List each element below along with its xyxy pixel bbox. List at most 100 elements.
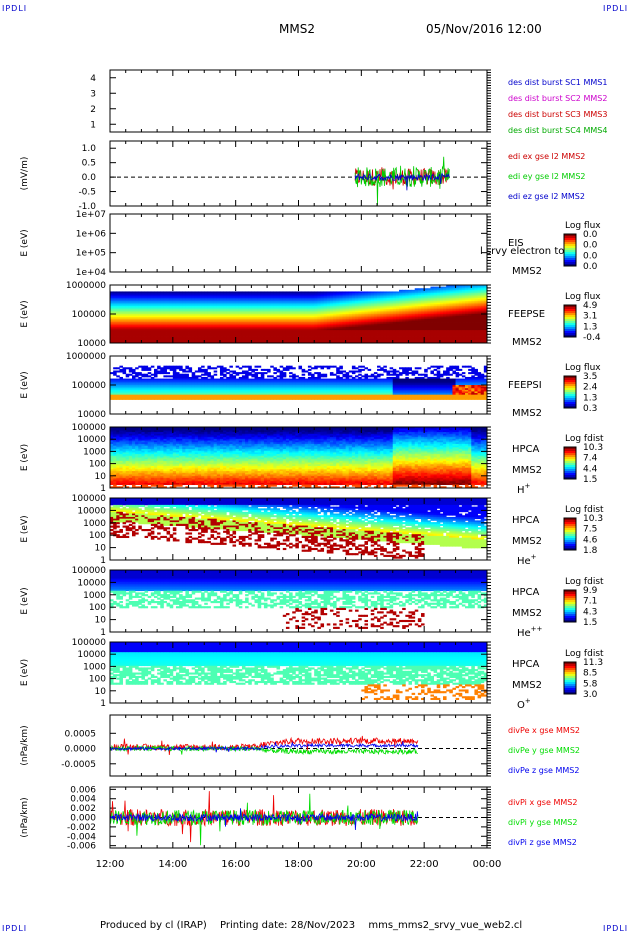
spectrogram-cell <box>147 397 152 400</box>
spectrogram-cell <box>185 322 189 325</box>
spectrogram-cell <box>263 291 268 294</box>
spectrogram-cell <box>169 296 174 299</box>
spectrogram-cell <box>141 334 145 337</box>
spectrogram-cell <box>263 333 268 336</box>
spectrogram-cell <box>144 333 149 336</box>
spectrogram-cell <box>257 338 262 341</box>
spectrogram-cell <box>191 334 196 337</box>
spectrogram-cell <box>254 301 259 304</box>
spectrogram-cell <box>201 334 205 337</box>
spectrogram-cell <box>160 325 164 328</box>
spectrogram-cell <box>197 310 202 313</box>
spectrogram-cell <box>210 315 215 318</box>
spectrogram-cell <box>248 299 252 302</box>
spectrogram-cell <box>182 314 186 317</box>
spectrogram-cell <box>201 302 205 305</box>
corner-label-bottom-right: IPDLI <box>603 924 629 933</box>
spectrogram-cell <box>276 328 281 331</box>
spectrogram-cell <box>254 325 259 328</box>
spectrogram-cell <box>122 341 127 344</box>
spectrogram-cell <box>119 317 123 320</box>
spectrogram-cell <box>179 309 183 312</box>
spectrogram-cell <box>216 339 221 342</box>
spectrogram-cell <box>160 304 164 307</box>
spectrogram-cell <box>138 309 142 312</box>
spectrogram-cell <box>179 297 183 300</box>
spectrogram-cell <box>191 317 196 320</box>
y-tick-label: 0.0 <box>82 173 97 183</box>
spectrogram-cell <box>254 334 259 337</box>
spectrogram-cell <box>135 314 139 317</box>
spectrogram-cell <box>210 341 215 344</box>
spectrogram-cell <box>232 317 237 320</box>
spectrogram-cell <box>147 314 152 317</box>
spectrogram-cell <box>182 334 186 337</box>
spectrogram-cell <box>131 322 136 325</box>
spectrogram-cell <box>204 296 208 299</box>
spectrogram-cell <box>141 294 145 297</box>
spectrogram-cell <box>191 299 196 302</box>
spectrogram-cell <box>191 330 196 333</box>
spectrogram-cell <box>267 320 271 323</box>
spectrogram-cell <box>213 318 218 321</box>
spectrogram-cell <box>131 328 136 331</box>
spectrogram-cell <box>135 339 139 342</box>
spectrogram-cell <box>125 291 130 294</box>
spectrogram-cell <box>128 294 133 297</box>
spectrogram-cell <box>113 339 117 342</box>
spectrogram-cell <box>147 293 152 296</box>
spectrogram-cell <box>131 320 136 323</box>
spectrogram-cell <box>201 323 205 326</box>
spectrogram-cell <box>182 315 186 318</box>
spectrogram-cell <box>125 323 130 326</box>
spectrogram-cell <box>219 339 224 342</box>
spectrogram-cell <box>122 320 127 323</box>
spectrogram-cell <box>207 326 211 329</box>
spacecraft-label: MMS2 <box>512 266 542 277</box>
spectrogram-cell <box>144 302 149 305</box>
spectrogram-cell <box>276 333 281 336</box>
spectrogram-cell <box>238 341 243 344</box>
spectrogram-cell <box>216 341 221 344</box>
spectrogram-cell <box>257 304 262 307</box>
colorbar-tick-label: 0.0 <box>583 262 598 272</box>
spectrogram-cell <box>113 297 117 300</box>
spectrogram-cell <box>210 291 215 294</box>
spectrogram-cell <box>179 341 183 344</box>
spectrogram-cell <box>131 317 136 320</box>
spectrogram-cell <box>229 299 233 302</box>
spectrogram-cell <box>150 373 155 376</box>
spectrogram-cell <box>241 302 246 305</box>
spectrogram-cell <box>128 297 133 300</box>
spectrogram-cell <box>153 310 158 313</box>
colorbar-segment <box>564 256 576 259</box>
spectrogram-cell <box>141 331 145 334</box>
spectrogram-cell <box>216 294 221 297</box>
spectrogram-cell <box>116 305 120 308</box>
y-tick-label: 10000 <box>77 339 106 349</box>
spectrogram-cell <box>248 322 252 325</box>
spectrogram-cell <box>245 307 249 310</box>
spectrogram-cell <box>260 334 265 337</box>
spectrogram-cell <box>263 312 268 315</box>
spectrogram-cell <box>232 325 237 328</box>
spectrogram-cell <box>188 320 193 323</box>
spectrogram-cell <box>110 294 114 297</box>
spectrogram-cell <box>226 322 230 325</box>
spectrogram-cell <box>172 309 177 312</box>
spectrogram-cell <box>213 307 218 310</box>
spectrogram-cell <box>251 341 255 344</box>
spectrogram-cell <box>219 397 224 400</box>
spectrogram-cell <box>185 333 189 336</box>
spectrogram-cell <box>113 304 117 307</box>
spectrogram-cell <box>138 296 142 299</box>
spectrogram-cell <box>141 397 145 400</box>
spectrogram-cell <box>116 325 120 328</box>
spectrogram-cell <box>185 370 189 373</box>
legend-entry: edi ex gse l2 MMS2 <box>508 152 585 161</box>
spectrogram-cell <box>169 304 174 307</box>
spectrogram-cell <box>229 331 233 334</box>
spectrogram-cell <box>201 330 205 333</box>
spectrogram-cell <box>172 315 177 318</box>
spectrogram-cell <box>273 322 277 325</box>
